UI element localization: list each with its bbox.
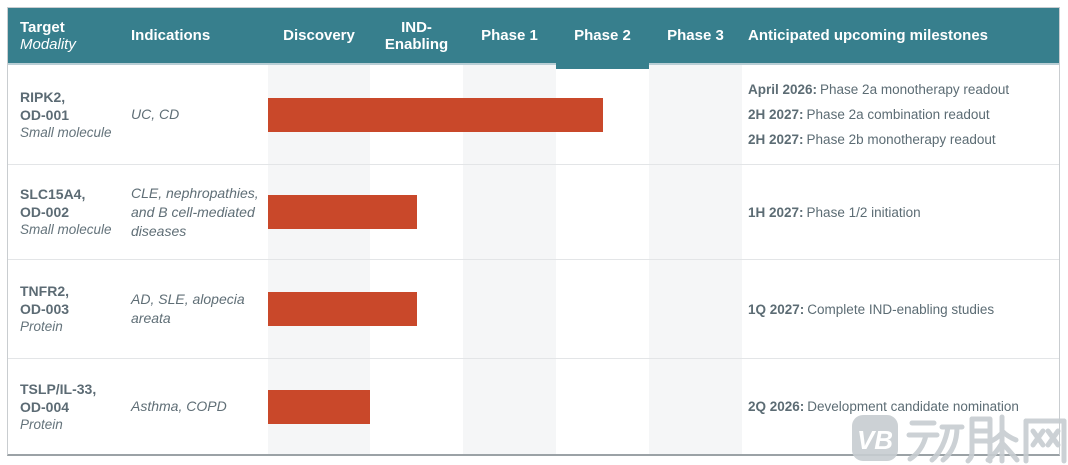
target-header-label: Target: [20, 18, 65, 36]
modality-label: Small molecule: [20, 124, 112, 140]
milestone-item: 1H 2027: Phase 1/2 initiation: [748, 203, 1053, 222]
milestones-cell: April 2026: Phase 2a monotherapy readout …: [748, 65, 1053, 164]
target-code: OD-004: [20, 398, 70, 415]
milestone-text: Phase 2a combination readout: [806, 107, 990, 122]
progress-bar: [268, 195, 417, 229]
pipeline-rows: RIPK2, OD-001 Small molecule UC, CD Apri…: [8, 65, 1059, 454]
brand-glyphs-dongmaiwang: [906, 414, 1067, 464]
milestone-item: 2H 2027: Phase 2b monotherapy readout: [748, 130, 1053, 149]
milestone-date: 2H 2027:: [748, 107, 804, 122]
milestones-cell: 1Q 2027: Complete IND-enabling studies: [748, 260, 1053, 358]
stage-label: IND-Enabling: [384, 18, 449, 53]
header-row: Target Modality Indications Discovery IN…: [8, 8, 1059, 65]
progress-bar: [268, 292, 417, 326]
vcbeat-watermark-graphic: VB: [852, 414, 1067, 464]
indications-text: AD, SLE, alopecia areata: [131, 291, 245, 326]
milestone-date: 2Q 2026:: [748, 399, 805, 414]
modality-header-label: Modality: [20, 35, 76, 53]
target-cell: SLC15A4, OD-002 Small molecule: [20, 165, 128, 259]
phase2-active-indicator: [556, 63, 649, 69]
target-name: TSLP/IL-33,: [20, 380, 97, 397]
column-header-milestones: Anticipated upcoming milestones: [748, 27, 989, 44]
milestones-cell: 1H 2027: Phase 1/2 initiation: [748, 165, 1053, 259]
target-cell: TNFR2, OD-003 Protein: [20, 260, 128, 358]
stage-label: Phase 2: [574, 27, 631, 44]
pipeline-row-od003: TNFR2, OD-003 Protein AD, SLE, alopecia …: [8, 259, 1059, 358]
column-header-target: Target Modality: [20, 8, 76, 63]
vb-logo-icon: VB: [852, 415, 898, 461]
milestone-item: 2Q 2026: Development candidate nomination: [748, 397, 1053, 416]
progress-bar: [268, 389, 370, 424]
milestone-date: 1Q 2027:: [748, 301, 805, 317]
indications-text: Asthma, COPD: [131, 398, 227, 414]
target-name: TNFR2,: [20, 283, 69, 299]
svg-text:VB: VB: [857, 425, 893, 455]
milestone-text: Development candidate nomination: [807, 399, 1019, 414]
milestone-item: April 2026: Phase 2a monotherapy readout: [748, 80, 1053, 99]
column-header-phase2: Phase 2: [556, 8, 649, 63]
milestone-text: Phase 2b monotherapy readout: [806, 132, 996, 147]
column-header-phase3: Phase 3: [649, 8, 742, 63]
vcbeat-watermark: VB: [850, 405, 1068, 465]
milestone-text: Phase 1/2 initiation: [806, 204, 921, 220]
milestone-date: April 2026:: [748, 82, 818, 97]
stage-label: Phase 3: [667, 27, 724, 44]
column-header-ind-enabling: IND-Enabling: [370, 8, 463, 63]
modality-label: Protein: [20, 416, 63, 432]
target-code: OD-003: [20, 301, 70, 317]
stage-label: Phase 1: [481, 27, 538, 44]
milestone-item: 1Q 2027: Complete IND-enabling studies: [748, 300, 1053, 319]
target-code: OD-001: [20, 106, 70, 123]
pipeline-table: Target Modality Indications Discovery IN…: [7, 7, 1060, 456]
column-header-discovery: Discovery: [268, 8, 370, 63]
milestone-text: Complete IND-enabling studies: [807, 301, 995, 317]
indications-text: CLE, nephropathies, and B cell-mediated …: [131, 184, 259, 239]
target-cell: TSLP/IL-33, OD-004 Protein: [20, 359, 128, 454]
target-code: OD-002: [20, 204, 70, 220]
milestone-date: 2H 2027:: [748, 132, 804, 147]
target-name: RIPK2,: [20, 88, 66, 105]
milestones-cell: 2Q 2026: Development candidate nomination: [748, 359, 1053, 454]
milestone-text: Phase 2a monotherapy readout: [820, 82, 1010, 97]
pipeline-row-od004: TSLP/IL-33, OD-004 Protein Asthma, COPD …: [8, 358, 1059, 454]
pipeline-row-od002: SLC15A4, OD-002 Small molecule CLE, neph…: [8, 164, 1059, 259]
indications-text: UC, CD: [131, 106, 180, 122]
modality-label: Protein: [20, 319, 63, 334]
column-header-phase1: Phase 1: [463, 8, 556, 63]
target-name: SLC15A4,: [20, 186, 86, 202]
stage-label: Discovery: [283, 27, 355, 44]
pipeline-row-od001: RIPK2, OD-001 Small molecule UC, CD Apri…: [8, 65, 1059, 164]
column-header-indications: Indications: [131, 27, 211, 44]
milestone-date: 1H 2027:: [748, 204, 804, 220]
modality-label: Small molecule: [20, 222, 112, 237]
target-cell: RIPK2, OD-001 Small molecule: [20, 65, 128, 164]
milestone-item: 2H 2027: Phase 2a combination readout: [748, 105, 1053, 124]
progress-bar: [268, 97, 603, 132]
